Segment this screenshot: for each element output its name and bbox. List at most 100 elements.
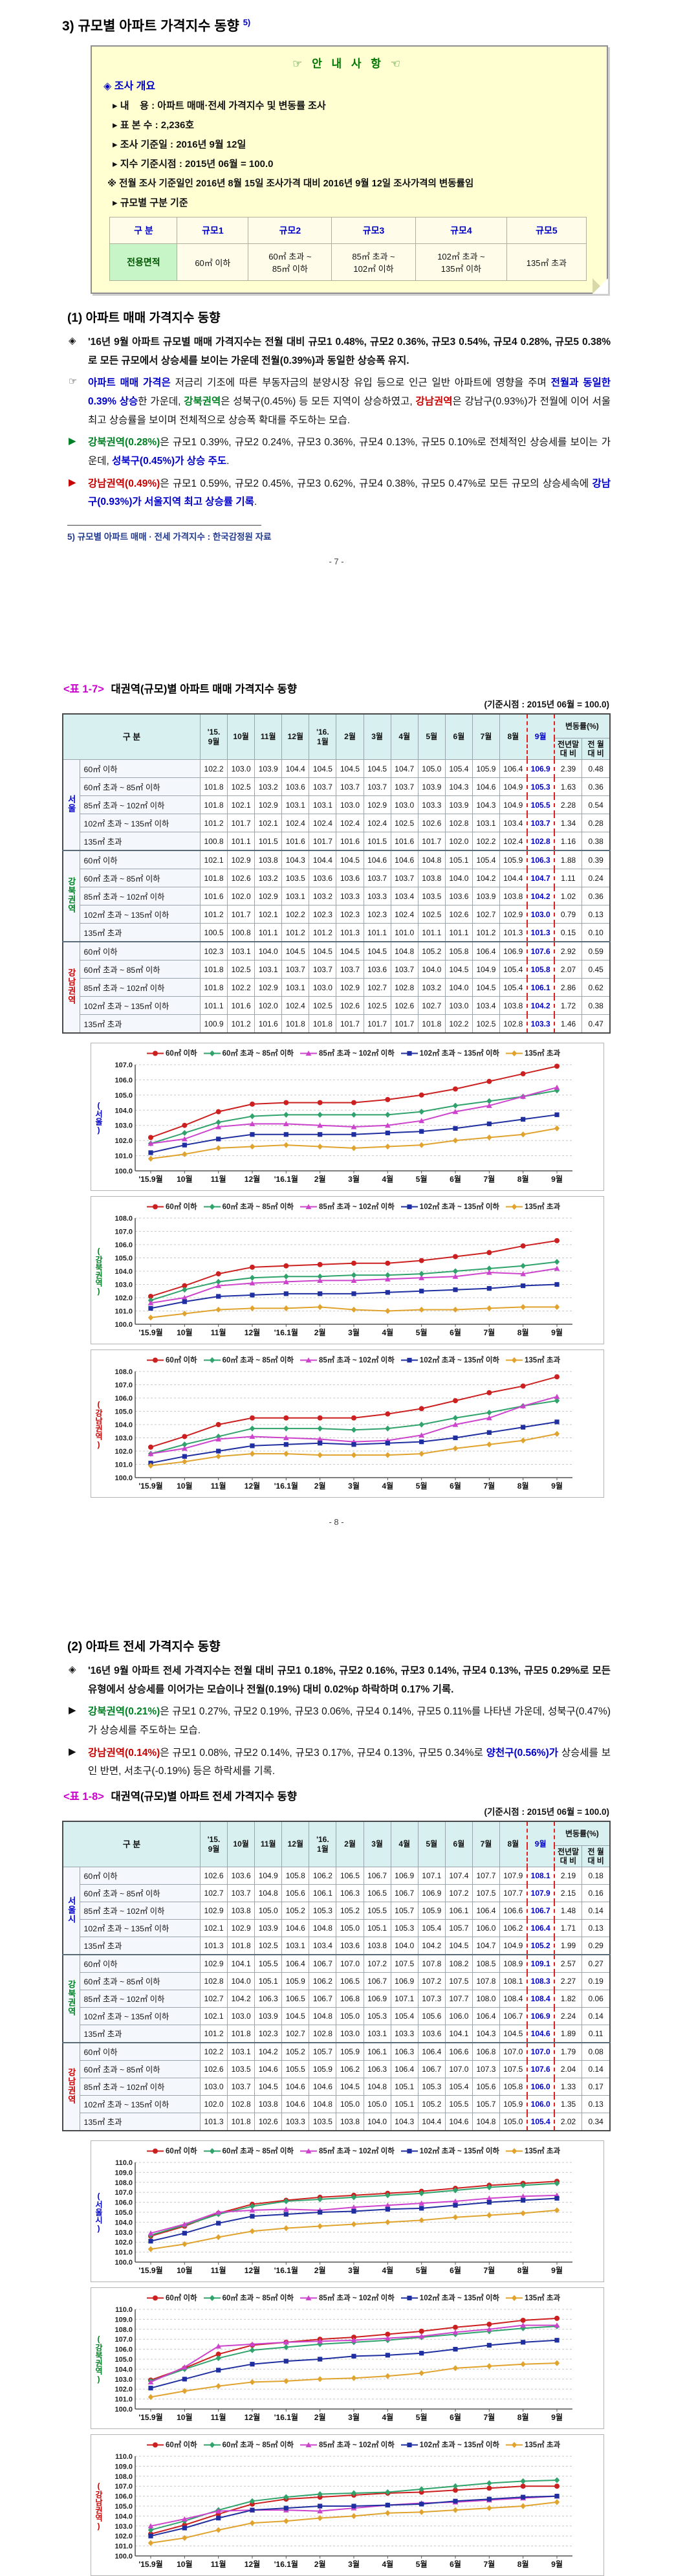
size-label-cell: 85㎡ 초과 ~ 102㎡ 이하 <box>79 2078 201 2096</box>
index-value-cell: 104.6 <box>281 2095 310 2114</box>
change-value-cell: 0.14 <box>582 2007 611 2026</box>
size-label-cell: 60㎡ 이하 <box>79 941 201 961</box>
table-1-8-basis-note: (기준시점 : 2015년 06월 = 100.0) <box>484 1807 609 1817</box>
change-value-cell: 1.99 <box>554 1937 583 1955</box>
change-value-cell: 0.13 <box>582 1919 611 1938</box>
legend-item: 102㎡ 초과 ~ 135㎡ 이하 <box>400 1048 499 1058</box>
index-value-cell: 106.7 <box>363 1867 391 1885</box>
chart-legend: 60㎡ 이하 60㎡ 초과 ~ 85㎡ 이하 85㎡ 초과 ~ 102㎡ 이하 102… <box>105 2290 601 2304</box>
text-segment: ◈ <box>69 335 76 346</box>
svg-text:5월: 5월 <box>416 1174 428 1184</box>
change-value-cell: 0.29 <box>582 1937 611 1955</box>
size-label-cell: 102㎡ 초과 ~ 135㎡ 이하 <box>79 2007 201 2026</box>
section-2-heading: (2) 아파트 전세 가격지수 동향 <box>67 1640 221 1654</box>
index-value-cell: 104.5 <box>363 941 391 961</box>
svg-text:11월: 11월 <box>211 1327 226 1337</box>
index-value-cell: 108.1 <box>526 1867 555 1885</box>
index-table: 구 분 '15. 9월 10월 11월 12월 '16. 1월 2월 3월 4월 5월 6월 7월 8월… <box>62 1821 611 2132</box>
index-value-cell: 102.5 <box>309 996 337 1016</box>
legend-label: 60㎡ 이하 <box>165 1203 197 1212</box>
index-value-cell: 103.7 <box>526 814 555 833</box>
change-value-cell: 2.04 <box>554 2060 583 2079</box>
index-value-cell: 104.8 <box>309 2007 337 2026</box>
change-value-cell: 1.02 <box>554 887 583 906</box>
change-value-cell: 0.27 <box>582 1954 611 1973</box>
legend-label: 102㎡ 초과 ~ 135㎡ 이하 <box>419 1050 499 1058</box>
paragraph: ▶ 강북권역(0.21%)은 규모1 0.27%, 규모2 0.19%, 규모3… <box>69 1703 611 1740</box>
index-value-cell: 102.9 <box>227 850 255 870</box>
index-value-cell: 108.3 <box>526 1972 555 1991</box>
change-value-cell: 1.16 <box>554 832 583 851</box>
index-value-cell: 102.5 <box>254 1937 283 1955</box>
legend-label: 60㎡ 이하 <box>165 1357 197 1365</box>
index-value-cell: 105.9 <box>336 2042 364 2061</box>
text-segment: 은 강남구(0.93%)가 전월에 이어 서울 최고 상승률을 보이며 전체적으… <box>88 396 611 426</box>
change-value-cell: 0.79 <box>554 905 583 924</box>
size-label-cell: 85㎡ 초과 ~ 102㎡ 이하 <box>79 1902 201 1920</box>
index-value-cell: 104.9 <box>254 1867 283 1885</box>
table-header-cell: 10월 <box>227 713 255 761</box>
table-row: 85㎡ 초과 ~ 102㎡ 이하 103.0 103.7 104.5 104.6 104.… <box>63 2078 611 2096</box>
index-value-cell: 101.8 <box>199 869 228 888</box>
change-value-cell: 2.28 <box>554 795 583 815</box>
legend-label: 60㎡ 초과 ~ 85㎡ 이하 <box>222 1357 294 1365</box>
size-label-cell: 60㎡ 이하 <box>79 1867 201 1885</box>
svg-text:103.0: 103.0 <box>114 2523 133 2531</box>
text-segment: ▶ <box>69 436 76 447</box>
svg-text:'15.9월: '15.9월 <box>138 2265 162 2275</box>
legend-item: 60㎡ 이하 <box>146 2293 197 2303</box>
index-value-cell: 104.3 <box>281 850 310 870</box>
legend-item: 60㎡ 초과 ~ 85㎡ 이하 <box>203 2293 294 2303</box>
svg-text:4월: 4월 <box>382 1327 393 1337</box>
table-row: 135㎡ 초과 101.3 101.8 102.6 103.3 103.5 103.8 104… <box>63 2113 611 2132</box>
paragraph: ◈ '16년 9월 아파트 규모별 매매 가격지수는 전월 대비 규모1 0.4… <box>69 333 611 370</box>
text-segment: 은 규모1 0.59%, 규모2 0.45%, 규모3 0.62%, 규모4 0… <box>160 478 592 489</box>
svg-text:100.0: 100.0 <box>114 2259 133 2267</box>
group-label: 강북권역 <box>66 877 76 914</box>
text-segment: ▶ <box>69 1705 76 1716</box>
group-label-cell: 강북권역 <box>62 1954 80 2043</box>
svg-text:103.0: 103.0 <box>114 2229 133 2237</box>
table-1-7-title: <표 1-7> 대권역(규모)별 아파트 매매 가격지수 동향 <box>63 680 611 696</box>
index-value-cell: 104.5 <box>336 2078 364 2096</box>
legend-label: 85㎡ 초과 ~ 102㎡ 이하 <box>319 1203 395 1212</box>
svg-text:11월: 11월 <box>211 2265 226 2275</box>
bullet-icon: ▶ <box>69 1703 88 1740</box>
chart-sale-gangnam: (강남권역) 60㎡ 이하 60㎡ 초과 ~ 85㎡ 이하 85㎡ 초과 ~ 102㎡… <box>91 1349 604 1498</box>
table-row: 102㎡ 초과 ~ 135㎡ 이하 101.2 101.7 102.1 102.4 102… <box>63 814 611 833</box>
chart-region-label: (강북권역) <box>92 1199 105 1343</box>
index-value-cell: 104.4 <box>499 869 528 888</box>
legend-label: 85㎡ 초과 ~ 102㎡ 이하 <box>319 1050 395 1058</box>
table-header-cell: 9월 <box>526 1821 555 1868</box>
legend-item: 60㎡ 초과 ~ 85㎡ 이하 <box>203 2439 294 2450</box>
paragraph-text: '16년 9월 아파트 규모별 매매 가격지수는 전월 대비 규모1 0.48%… <box>88 333 611 370</box>
svg-text:4월: 4월 <box>382 1174 393 1184</box>
index-value-cell: 103.5 <box>309 2113 337 2131</box>
legend-item: 85㎡ 초과 ~ 102㎡ 이하 <box>299 2146 395 2156</box>
index-value-cell: 103.2 <box>309 887 337 906</box>
text-segment: 강북권역(0.21%) <box>88 1706 160 1718</box>
index-value-cell: 102.5 <box>227 777 255 797</box>
paragraph-text: 아파트 매매 가격은 저금리 기조에 따른 부동자금의 분양시장 유입 등으로 … <box>88 374 611 430</box>
size-label-cell: 60㎡ 초과 ~ 85㎡ 이하 <box>79 1884 201 1903</box>
index-value-cell: 101.7 <box>363 1014 391 1034</box>
svg-text:109.0: 109.0 <box>114 2169 133 2177</box>
change-value-cell: 0.06 <box>582 1990 611 2008</box>
paragraph: ◈ '16년 9월 아파트 전세 가격지수는 전월 대비 규모1 0.18%, … <box>69 1662 611 1699</box>
text-segment: 성북구(0.45%)가 상승 주도 <box>112 456 227 467</box>
change-value-cell: 0.24 <box>582 869 611 888</box>
index-value-cell: 105.7 <box>444 1919 473 1938</box>
index-value-cell: 103.3 <box>526 1014 555 1034</box>
table-header-cell: 규모4 <box>415 217 508 244</box>
index-value-cell: 101.2 <box>281 923 310 942</box>
svg-text:108.0: 108.0 <box>114 1215 133 1223</box>
legend-marker-icon <box>400 2295 418 2300</box>
index-value-cell: 102.7 <box>199 1990 228 2008</box>
svg-text:3월: 3월 <box>348 1174 360 1184</box>
legend-label: 102㎡ 초과 ~ 135㎡ 이하 <box>419 1203 499 1212</box>
chart-canvas: 100.0 101.0 102.0 103.0 104.0 105.0 106.0 107.0… <box>114 1368 572 1491</box>
index-value-cell: 103.1 <box>281 978 310 997</box>
svg-text:106.0: 106.0 <box>114 1241 133 1249</box>
index-value-cell: 105.8 <box>444 941 473 961</box>
index-value-cell: 102.9 <box>254 795 283 815</box>
